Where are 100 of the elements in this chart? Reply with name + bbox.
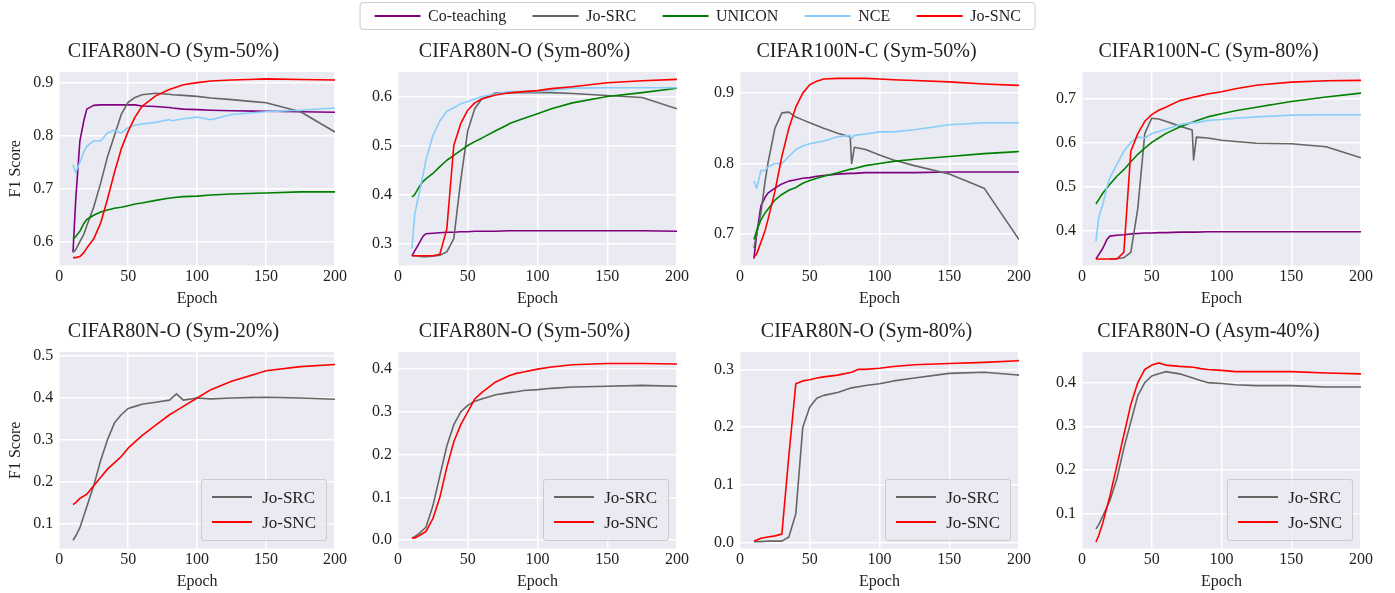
x-axis-title: Epoch [1201, 571, 1242, 590]
legend-label: Jo-SRC [1288, 486, 1342, 509]
y-tick-label: 0.6 [33, 231, 54, 249]
x-tick-label: 100 [185, 267, 210, 285]
x-tick-label: 0 [1078, 550, 1086, 568]
x-axis-title: Epoch [176, 571, 218, 590]
y-tick-label: 0.3 [372, 402, 392, 420]
x-tick-label: 100 [1209, 267, 1234, 285]
x-tick-label: 150 [595, 550, 620, 568]
legend-label: Jo-SRC [946, 486, 1000, 509]
x-tick-label: 50 [120, 550, 137, 568]
x-tick-label: 100 [525, 267, 550, 285]
y-tick-label: 0.2 [372, 444, 392, 462]
legend-label: Jo-SRC [262, 486, 316, 509]
x-tick-label: 50 [801, 550, 818, 568]
legend-label: UNICON [716, 7, 779, 25]
y-tick-label: 0.1 [1056, 503, 1076, 521]
y-tick-label: 0.2 [33, 471, 54, 489]
y-tick-label: 0.6 [372, 86, 392, 104]
x-tick-label: 150 [937, 550, 962, 568]
legend-label: Jo-SNC [604, 511, 658, 534]
legend-label: Jo-SNC [1288, 511, 1342, 534]
x-tick-label: 200 [323, 267, 347, 285]
x-tick-label: 50 [801, 267, 818, 285]
x-tick-label: 0 [55, 267, 64, 285]
x-axis-title: Epoch [176, 288, 218, 307]
x-axis-title: Epoch [859, 288, 900, 307]
legend-label: Co-teaching [428, 7, 507, 25]
x-tick-label: 0 [394, 550, 402, 568]
y-tick-label: 0.7 [33, 178, 54, 196]
y-tick-label: 0.5 [372, 135, 392, 153]
chart-title: CIFAR80N-O (Asym-40%) [1097, 319, 1320, 343]
x-tick-label: 100 [867, 550, 892, 568]
x-tick-label: 100 [185, 550, 210, 568]
x-tick-label: 150 [254, 267, 279, 285]
legend-label: Jo-SNC [262, 511, 316, 534]
x-tick-label: 200 [665, 550, 689, 568]
chart-title: CIFAR80N-O (Sym-80%) [418, 39, 631, 63]
x-axis-title: Epoch [859, 571, 900, 590]
x-tick-label: 200 [1349, 267, 1373, 285]
y-tick-label: 0.3 [1056, 416, 1076, 434]
y-tick-label: 0.0 [372, 530, 392, 548]
y-tick-label: 0.9 [714, 83, 734, 101]
x-axis-title: Epoch [1201, 288, 1242, 307]
y-tick-label: 0.5 [1056, 176, 1076, 194]
y-tick-label: 0.4 [33, 388, 54, 406]
y-tick-label: 0.9 [33, 72, 54, 90]
y-tick-label: 0.7 [1056, 88, 1076, 106]
x-tick-label: 0 [736, 267, 744, 285]
x-tick-label: 150 [1279, 267, 1304, 285]
x-tick-label: 200 [1349, 550, 1373, 568]
y-tick-label: 0.1 [714, 475, 734, 493]
x-tick-label: 150 [595, 267, 620, 285]
y-tick-label: 0.1 [33, 513, 54, 531]
legend-label: NCE [858, 7, 891, 25]
chart-title: CIFAR80N-O (Sym-50%) [418, 319, 631, 343]
x-tick-label: 0 [55, 550, 64, 568]
x-tick-label: 150 [254, 550, 279, 568]
y-tick-label: 0.3 [372, 233, 392, 251]
y-tick-label: 0.2 [714, 417, 734, 435]
y-tick-label: 0.0 [714, 533, 734, 551]
chart-title: CIFAR80N-O (Sym-80%) [760, 319, 973, 343]
x-tick-label: 50 [1143, 550, 1160, 568]
x-tick-label: 50 [459, 550, 476, 568]
y-tick-label: 0.6 [1056, 132, 1076, 150]
y-tick-label: 0.4 [1056, 372, 1076, 390]
x-tick-label: 200 [323, 550, 347, 568]
legend-label: Jo-SRC [586, 7, 637, 25]
chart-title: CIFAR80N-O (Sym-50%) [67, 39, 280, 63]
x-tick-label: 0 [736, 550, 744, 568]
y-tick-label: 0.8 [714, 153, 734, 171]
legend-label: Jo-SRC [604, 486, 658, 509]
x-tick-label: 100 [867, 267, 892, 285]
x-axis-title: Epoch [517, 288, 558, 307]
x-tick-label: 200 [1007, 267, 1031, 285]
x-tick-label: 0 [1078, 267, 1086, 285]
y-tick-label: 0.4 [372, 184, 392, 202]
chart-title: CIFAR100N-C (Sym-80%) [1098, 39, 1319, 63]
x-tick-label: 50 [459, 267, 476, 285]
x-tick-label: 150 [1279, 550, 1304, 568]
x-tick-label: 100 [1209, 550, 1234, 568]
y-tick-label: 0.3 [714, 359, 734, 377]
x-axis-title: Epoch [517, 571, 558, 590]
y-axis-title: F1 Score [5, 140, 23, 198]
x-tick-label: 150 [937, 267, 962, 285]
legend-label: Jo-SNC [946, 511, 1000, 534]
x-tick-label: 50 [1143, 267, 1160, 285]
y-tick-label: 0.2 [1056, 460, 1076, 478]
y-tick-label: 0.7 [714, 224, 734, 242]
legend-label: Jo-SNC [970, 7, 1021, 25]
y-tick-label: 0.1 [372, 487, 392, 505]
y-tick-label: 0.4 [372, 359, 392, 377]
x-tick-label: 100 [525, 550, 550, 568]
x-tick-label: 200 [665, 267, 689, 285]
y-axis-title: F1 Score [5, 421, 23, 479]
chart-title: CIFAR100N-C (Sym-50%) [756, 39, 977, 63]
y-tick-label: 0.8 [33, 125, 54, 143]
chart-title: CIFAR80N-O (Sym-20%) [67, 319, 280, 343]
y-tick-label: 0.3 [33, 430, 54, 448]
x-tick-label: 200 [1007, 550, 1031, 568]
